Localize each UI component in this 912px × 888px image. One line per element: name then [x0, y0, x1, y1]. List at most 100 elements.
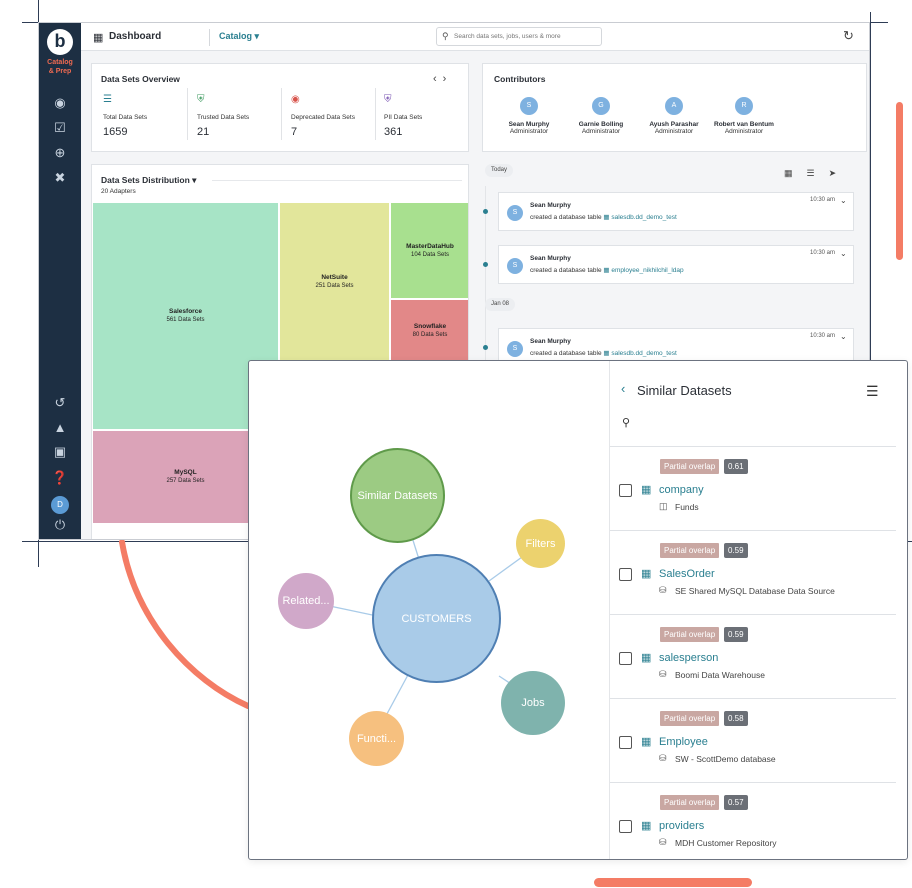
table-icon: ▦: [641, 568, 652, 580]
stat-pii[interactable]: ⛨ PII Data Sets 361: [384, 94, 423, 138]
table-icon: ▦: [641, 736, 652, 748]
treemap-tile-mysql[interactable]: MySQL 257 Data Sets: [92, 430, 279, 524]
dataset-source: Funds: [675, 502, 699, 512]
deco-line-h-bottom-right: [908, 541, 912, 542]
dataset-name-link[interactable]: providers: [659, 820, 705, 832]
table-icon: ▦: [603, 350, 610, 357]
back-chevron-icon[interactable]: ‹: [621, 381, 626, 396]
dataset-name-link[interactable]: salesperson: [659, 652, 719, 664]
global-search[interactable]: ⚲: [436, 27, 602, 46]
deco-line-h-bottom: [22, 541, 248, 542]
contributor[interactable]: S Sean Murphy Administrator: [489, 97, 569, 135]
row-checkbox[interactable]: [619, 652, 632, 665]
score-badge: 0.58: [724, 711, 748, 726]
distribution-dropdown[interactable]: Data Sets Distribution ▾: [101, 175, 197, 185]
graph-node-jobs[interactable]: Jobs: [501, 671, 565, 735]
relationship-graph: CUSTOMERS Similar Datasets Filters Jobs …: [249, 361, 609, 859]
help-icon[interactable]: ❓: [51, 470, 69, 485]
chevron-down-icon[interactable]: ⌄: [840, 332, 847, 341]
contributor[interactable]: A Ayush Parashar Administrator: [634, 97, 714, 135]
avatar: A: [665, 97, 683, 115]
graph-node-related[interactable]: Related...: [278, 573, 334, 629]
dataset-link[interactable]: employee_nikhilchil_ldap: [611, 267, 684, 274]
activity-item[interactable]: S Sean Murphy created a database table ▦…: [498, 245, 854, 284]
overlap-badge: Partial overlap: [660, 627, 720, 642]
table-icon: ▦: [603, 267, 610, 274]
treemap-tile-salesforce[interactable]: Salesforce 561 Data Sets: [92, 202, 279, 430]
avatar: S: [520, 97, 538, 115]
list-item[interactable]: Partial overlap 0.58 ▦ Employee ⛁ SW - S…: [610, 699, 896, 783]
chevron-down-icon[interactable]: ⌄: [840, 196, 847, 205]
search-icon: ⚲: [442, 31, 449, 41]
date-group-chip: Today: [485, 164, 514, 177]
search-input[interactable]: [454, 30, 599, 43]
graph-node-similar-datasets[interactable]: Similar Datasets: [350, 448, 445, 543]
deco-accent-bar-right: [896, 102, 903, 260]
treemap-tile-netsuite[interactable]: NetSuite 251 Data Sets: [279, 202, 390, 362]
filter-sliders-icon[interactable]: ☰: [866, 383, 879, 399]
shield-user-icon: ⛨: [384, 94, 392, 105]
catalog-dropdown[interactable]: Catalog ▾: [219, 31, 260, 41]
warning-icon: ◉: [291, 94, 300, 105]
dataset-name-link[interactable]: company: [659, 484, 704, 496]
contributor[interactable]: R Robert van Bentum Administrator: [704, 97, 784, 135]
adapter-count: 20 Adapters: [101, 188, 136, 195]
treemap-tile-snowflake[interactable]: Snowflake 80 Data Sets: [390, 299, 468, 362]
shield-check-icon: ⛨: [197, 94, 205, 105]
panel-divider: [610, 446, 896, 447]
dataset-source: MDH Customer Repository: [675, 838, 777, 848]
dataset-source: SE Shared MySQL Database Data Source: [675, 586, 835, 596]
avatar: S: [507, 341, 523, 357]
dashboard-icon: ▦: [93, 32, 104, 44]
graph-node-filters[interactable]: Filters: [516, 519, 565, 568]
graph-node-customers[interactable]: CUSTOMERS: [372, 554, 501, 683]
dataset-link[interactable]: salesdb.dd_demo_test: [611, 350, 677, 357]
treemap-tile-masterdatahub[interactable]: MasterDataHub 104 Data Sets: [390, 202, 468, 299]
timeline-line: [485, 186, 486, 526]
list-item[interactable]: Partial overlap 0.61 ▦ company ◫ Funds: [610, 447, 896, 531]
avatar: S: [507, 205, 523, 221]
deco-line-v-right: [870, 12, 871, 360]
overview-title: Data Sets Overview: [101, 74, 180, 84]
list-item[interactable]: Partial overlap 0.57 ▦ providers ⛁ MDH C…: [610, 783, 896, 859]
row-checkbox[interactable]: [619, 568, 632, 581]
row-checkbox[interactable]: [619, 484, 632, 497]
row-checkbox[interactable]: [619, 736, 632, 749]
tools-icon[interactable]: ✖: [54, 170, 66, 185]
table-icon: ▦: [641, 652, 652, 664]
calendar-icon[interactable]: ▦: [784, 168, 807, 178]
row-checkbox[interactable]: [619, 820, 632, 833]
dataset-link[interactable]: salesdb.dd_demo_test: [611, 214, 677, 221]
chevron-left-icon[interactable]: ‹: [433, 73, 443, 85]
graph-node-functions[interactable]: Functi...: [349, 711, 404, 766]
chevron-down-icon[interactable]: ⌄: [840, 249, 847, 258]
boomi-logo[interactable]: b: [47, 29, 73, 55]
sliders-icon[interactable]: ☰: [806, 168, 829, 178]
binoculars-icon[interactable]: ◉: [54, 95, 66, 110]
monitor-icon[interactable]: ▣: [53, 444, 67, 459]
stat-trusted[interactable]: ⛨ Trusted Data Sets 21: [197, 94, 250, 138]
power-icon[interactable]: ⏻: [54, 517, 66, 532]
contributor[interactable]: G Garnie Bolling Administrator: [561, 97, 641, 135]
list-item[interactable]: Partial overlap 0.59 ▦ salesperson ⛁ Boo…: [610, 615, 896, 699]
dataset-source: SW - ScottDemo database: [675, 754, 776, 764]
refresh-icon[interactable]: ↻: [843, 28, 854, 43]
clipboard-check-icon[interactable]: ☑: [54, 120, 66, 135]
stat-divider: [375, 88, 376, 140]
user-avatar[interactable]: D: [51, 496, 69, 514]
dataset-name-link[interactable]: Employee: [659, 736, 708, 748]
history-icon[interactable]: ↺: [54, 395, 66, 410]
dataset-name-link[interactable]: SalesOrder: [659, 568, 715, 580]
cursor-icon[interactable]: ➤: [828, 168, 851, 178]
stack-icon: ☰: [103, 94, 112, 105]
stat-total[interactable]: ☰ Total Data Sets 1659: [103, 94, 148, 138]
activity-item[interactable]: S Sean Murphy created a database table ▦…: [498, 192, 854, 231]
list-item[interactable]: Partial overlap 0.59 ▦ SalesOrder ⛁ SE S…: [610, 531, 896, 615]
chevron-right-icon[interactable]: ›: [442, 73, 453, 85]
plus-circle-icon[interactable]: ⊕: [54, 145, 66, 160]
bell-icon[interactable]: ▲: [53, 420, 67, 435]
search-icon[interactable]: ⚲: [622, 417, 631, 429]
stat-deprecated[interactable]: ◉ Deprecated Data Sets 7: [291, 94, 355, 138]
dataset-source: Boomi Data Warehouse: [675, 670, 765, 680]
database-icon: ⛁: [659, 585, 667, 595]
